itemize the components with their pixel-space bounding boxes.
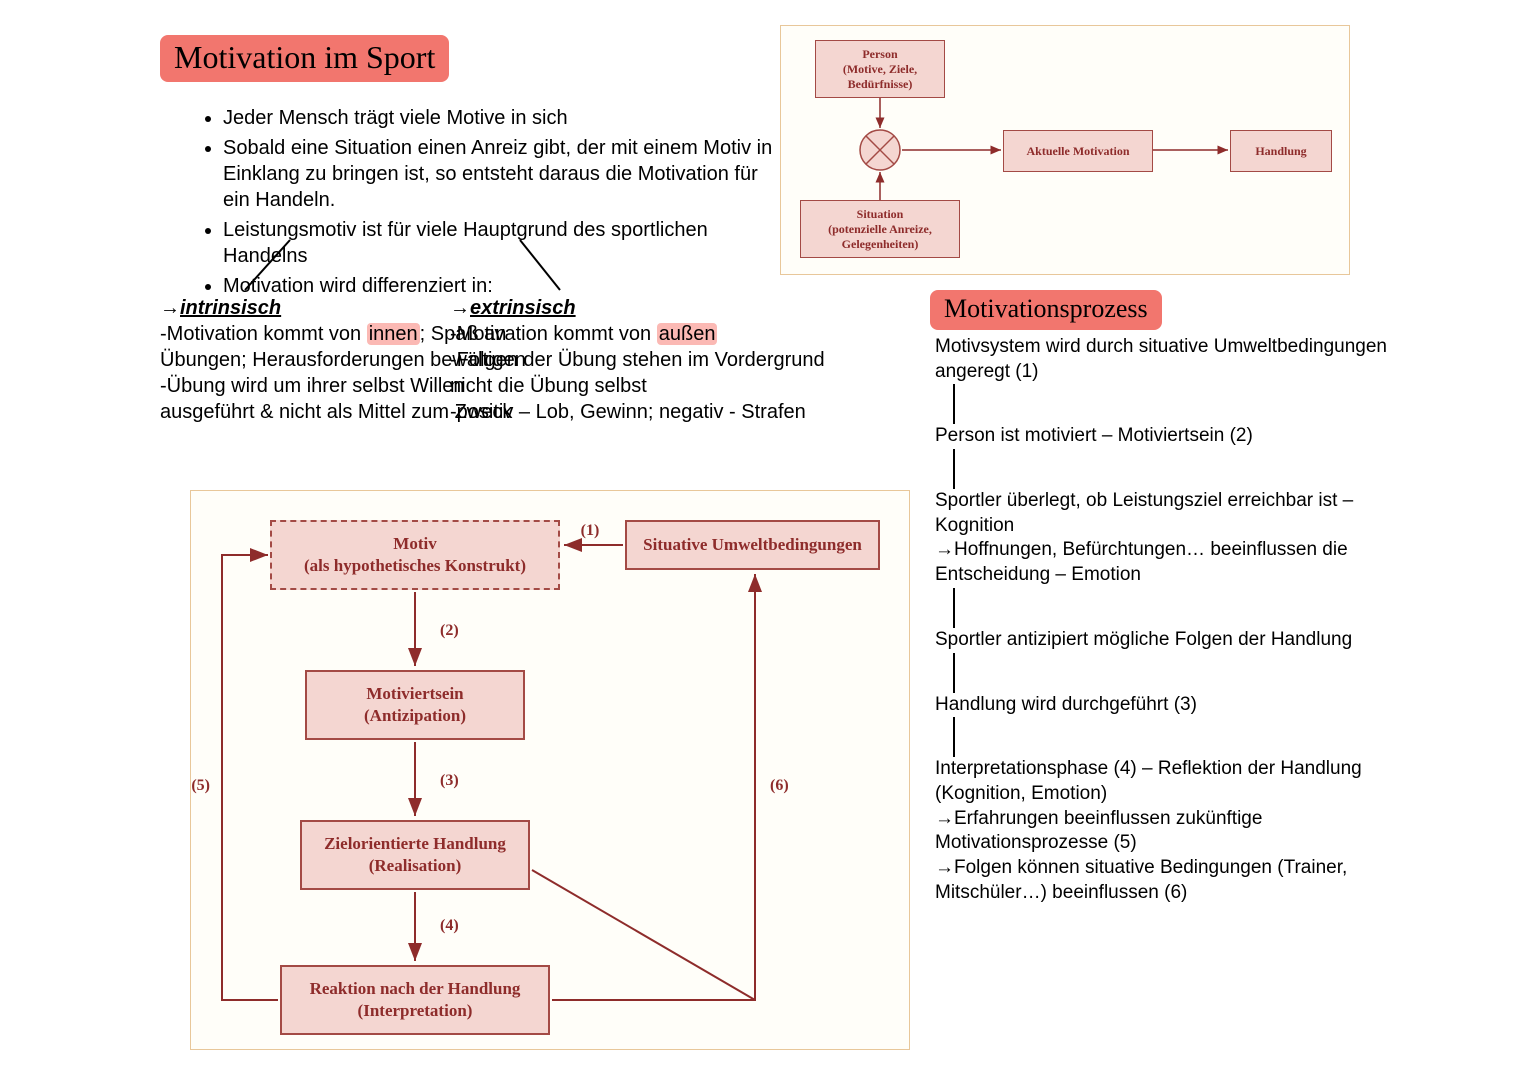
process-steps: Motivsystem wird durch situative Umweltb… [935, 335, 1435, 905]
main-diagram-node-motiv: Motiv (als hypothetisches Konstrukt) [270, 520, 560, 590]
connector-line [953, 717, 1435, 757]
extrinsic-line: -Motivation kommt von [450, 323, 657, 345]
intrinsic-highlight: innen [367, 323, 420, 345]
process-step: Sportler überlegt, ob Leistungsziel erre… [935, 489, 1435, 588]
extrinsic-line: -Folgen der Übung stehen im Vordergrund … [450, 347, 830, 399]
intrinsic-heading: intrinsisch [180, 297, 281, 319]
connector-line [953, 653, 1435, 693]
connector-line [953, 384, 1435, 424]
process-step: Motivsystem wird durch situative Umweltb… [935, 335, 1435, 384]
bullet-item: Leistungsmotiv ist für viele Hauptgrund … [223, 217, 775, 269]
main-diagram-node-situative: Situative Umweltbedingungen [625, 520, 880, 570]
extrinsic-heading: extrinsisch [470, 297, 576, 319]
extrinsic-highlight: außen [657, 323, 718, 345]
bullet-item: Sobald eine Situation einen Anreiz gibt,… [223, 135, 775, 213]
top-diagram-node-person: Person (Motive, Ziele, Bedürfnisse) [815, 40, 945, 98]
bullet-item: Jeder Mensch trägt viele Motive in sich [223, 105, 775, 131]
connector-line [953, 588, 1435, 628]
main-diagram-node-motiviert: Motiviertsein (Antizipation) [305, 670, 525, 740]
top-diagram-node-situation: Situation (potenzielle Anreize, Gelegenh… [800, 200, 960, 258]
bullet-list: Jeder Mensch trägt viele Motive in sich … [195, 105, 775, 303]
process-step: Sportler antizipiert mögliche Folgen der… [935, 628, 1435, 653]
process-title: Motivationsprozess [930, 290, 1162, 330]
process-step: Interpretationsphase (4) – Reflektion de… [935, 757, 1435, 905]
top-diagram-node-handlung: Handlung [1230, 130, 1332, 172]
extrinsic-line: -positiv – Lob, Gewinn; negativ - Strafe… [450, 399, 830, 425]
intrinsic-line: -Motivation kommt von [160, 323, 367, 345]
main-diagram-node-ziel: Zielorientierte Handlung (Realisation) [300, 820, 530, 890]
extrinsic-section: →extrinsisch -Motivation kommt von außen… [450, 295, 830, 425]
main-diagram-node-reaktion: Reaktion nach der Handlung (Interpretati… [280, 965, 550, 1035]
top-diagram-node-motivation: Aktuelle Motivation [1003, 130, 1153, 172]
process-step: Handlung wird durchgeführt (3) [935, 693, 1435, 718]
main-title: Motivation im Sport [160, 35, 449, 82]
process-step: Person ist motiviert – Motiviertsein (2) [935, 424, 1435, 449]
connector-line [953, 449, 1435, 489]
